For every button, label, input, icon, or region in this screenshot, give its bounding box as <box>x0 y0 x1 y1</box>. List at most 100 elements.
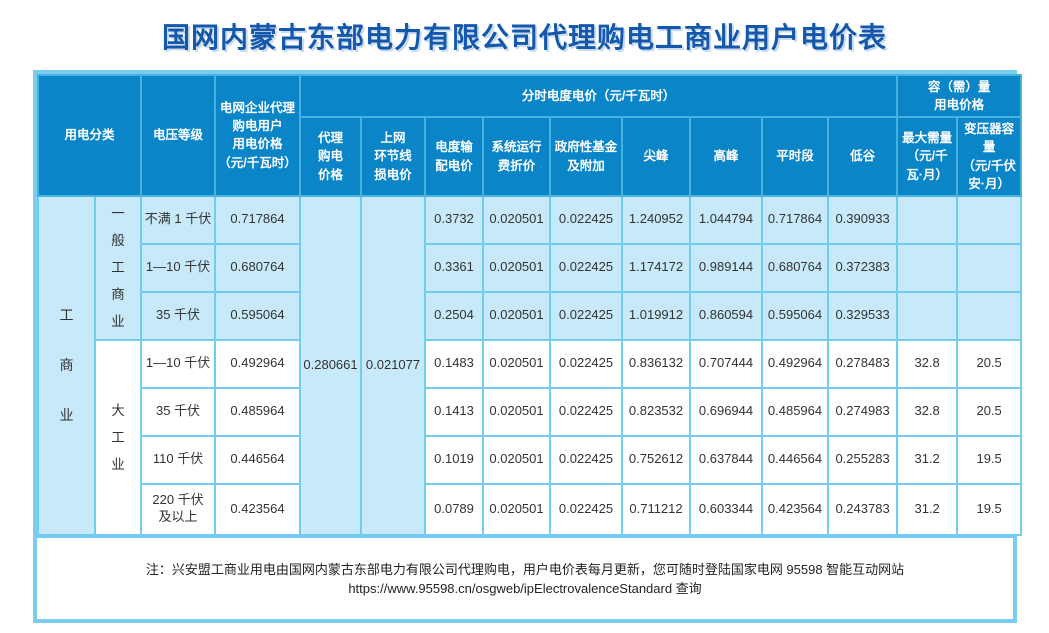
header-flat-period: 平时段 <box>761 116 830 197</box>
header-transformer-capacity: 变压器容量 （元/千伏 安·月） <box>956 116 1023 197</box>
header-row-top: 用电分类 电压等级 电网企业代理 购电用户 用电价格 （元/千瓦时） 分时电度电… <box>36 73 1023 197</box>
page-title: 国网内蒙古东部电力有限公司代理购电工商业用户电价表 <box>161 22 887 53</box>
cell-distribution: 0.3361 <box>424 242 485 293</box>
group-large-industry-cell: 大 工 业 <box>93 338 143 536</box>
cell-transformer: 19.5 <box>956 434 1023 485</box>
cell-sharp: 0.752612 <box>621 434 692 485</box>
cell-max-demand <box>896 242 959 293</box>
cell-system-fee: 0.020501 <box>482 386 552 437</box>
cell-flat: 0.485964 <box>761 386 830 437</box>
cell-sharp: 0.711212 <box>621 482 692 536</box>
cell-voltage: 35 千伏 <box>140 386 217 437</box>
cell-sharp: 0.836132 <box>621 338 692 389</box>
cell-flat: 0.595064 <box>761 290 830 341</box>
cell-distribution: 0.1019 <box>424 434 485 485</box>
cell-flat: 0.717864 <box>761 194 830 245</box>
cell-distribution: 0.3732 <box>424 194 485 245</box>
price-table-wrap: 用电分类 电压等级 电网企业代理 购电用户 用电价格 （元/千瓦时） 分时电度电… <box>33 70 1023 623</box>
cell-voltage: 110 千伏 <box>140 434 217 485</box>
cell-voltage: 不满 1 千伏 <box>140 194 217 245</box>
table-row: 220 千伏 及以上 0.423564 0.0789 0.020501 0.02… <box>38 482 1023 536</box>
header-valley: 低谷 <box>827 116 899 197</box>
cell-high: 0.860594 <box>689 290 764 341</box>
table-row: 110 千伏 0.446564 0.1019 0.020501 0.022425… <box>38 434 1023 485</box>
cell-distribution: 0.1483 <box>424 338 485 389</box>
cell-gov-fund: 0.022425 <box>549 194 624 245</box>
group-general-commercial-cell: 一 般 工 商 业 <box>93 194 143 341</box>
cell-max-demand: 32.8 <box>896 386 959 437</box>
header-voltage-level: 电压等级 <box>140 74 217 197</box>
cell-system-fee: 0.020501 <box>482 434 552 485</box>
cell-system-fee: 0.020501 <box>482 338 552 389</box>
cell-max-demand: 31.2 <box>896 434 959 485</box>
cell-flat: 0.446564 <box>761 434 830 485</box>
footnote: 注：兴安盟工商业用电由国网内蒙古东部电力有限公司代理购电，用户电价表每月更新，您… <box>37 535 1013 619</box>
header-distribution-price: 电度输 配电价 <box>424 116 485 197</box>
cell-gov-fund: 0.022425 <box>549 242 624 293</box>
cell-valley: 0.255283 <box>827 434 899 485</box>
header-grid-line-loss: 上网 环节线 损电价 <box>360 116 427 197</box>
cell-max-demand: 31.2 <box>896 482 959 536</box>
cell-valley: 0.274983 <box>827 386 899 437</box>
cell-voltage: 220 千伏 及以上 <box>140 482 217 536</box>
cell-distribution: 0.1413 <box>424 386 485 437</box>
table-row: 工 商 业 一 般 工 商 业 不满 1 千伏 0.717864 0.28066… <box>37 194 1023 536</box>
cell-user-price: 0.423564 <box>214 482 302 536</box>
cell-voltage: 1—10 千伏 <box>140 338 217 389</box>
table-row: 35 千伏 0.595064 0.2504 0.020501 0.022425 … <box>38 290 1023 341</box>
cell-flat: 0.680764 <box>761 242 830 293</box>
cell-distribution: 0.2504 <box>424 290 485 341</box>
cell-voltage: 35 千伏 <box>140 290 217 341</box>
cell-high: 0.637844 <box>689 434 764 485</box>
cell-gov-fund: 0.022425 <box>549 434 624 485</box>
header-agent-purchase-price: 代理 购电 价格 <box>299 116 363 197</box>
cell-sharp: 1.240952 <box>621 194 692 245</box>
cell-agent-purchase-price: 0.280661 <box>299 194 363 536</box>
cell-transformer: 20.5 <box>956 386 1023 437</box>
header-agent-user-price: 电网企业代理 购电用户 用电价格 （元/千瓦时） <box>214 74 302 197</box>
cell-max-demand <box>896 194 959 245</box>
cell-sharp: 1.174172 <box>621 242 692 293</box>
price-table: 用电分类 电压等级 电网企业代理 购电用户 用电价格 （元/千瓦时） 分时电度电… <box>36 73 1023 536</box>
cell-voltage: 1—10 千伏 <box>140 242 217 293</box>
cell-valley: 0.243783 <box>827 482 899 536</box>
cell-system-fee: 0.020501 <box>482 482 552 536</box>
cell-user-price: 0.446564 <box>214 434 302 485</box>
cell-high: 0.603344 <box>689 482 764 536</box>
cell-system-fee: 0.020501 <box>482 290 552 341</box>
cell-gov-fund: 0.022425 <box>549 290 624 341</box>
cell-transformer <box>956 194 1023 245</box>
cell-max-demand: 32.8 <box>896 338 959 389</box>
header-system-fee: 系统运行 费折价 <box>482 116 552 197</box>
table-row: 1—10 千伏 0.680764 0.3361 0.020501 0.02242… <box>38 242 1023 293</box>
cell-valley: 0.390933 <box>827 194 899 245</box>
cell-flat: 0.492964 <box>761 338 830 389</box>
cell-high: 0.989144 <box>689 242 764 293</box>
cell-gov-fund: 0.022425 <box>549 338 624 389</box>
cell-gov-fund: 0.022425 <box>549 386 624 437</box>
cell-gov-fund: 0.022425 <box>549 482 624 536</box>
cell-sharp: 1.019912 <box>621 290 692 341</box>
table-row: 大 工 业 1—10 千伏 0.492964 0.1483 0.020501 0… <box>38 338 1023 536</box>
header-sharp-peak: 尖峰 <box>621 116 692 197</box>
cell-sharp: 0.823532 <box>621 386 692 437</box>
cell-transformer: 19.5 <box>956 482 1023 536</box>
header-tou-group: 分时电度电价（元/千瓦时） <box>299 73 899 119</box>
cell-high: 1.044794 <box>689 194 764 245</box>
header-gov-fund: 政府性基金 及附加 <box>549 116 624 197</box>
cell-flat: 0.423564 <box>761 482 830 536</box>
cell-system-fee: 0.020501 <box>482 242 552 293</box>
header-use-category: 用电分类 <box>36 74 143 197</box>
cell-user-price: 0.485964 <box>214 386 302 437</box>
cell-user-price: 0.492964 <box>214 338 302 389</box>
cell-valley: 0.372383 <box>827 242 899 293</box>
cell-user-price: 0.717864 <box>214 194 302 245</box>
category-cell: 工 商 业 <box>37 194 96 536</box>
cell-transformer <box>956 242 1023 293</box>
header-row-sub: 代理 购电 价格 上网 环节线 损电价 电度输 配电价 系统运行 费折价 政府性… <box>38 116 1023 197</box>
cell-system-fee: 0.020501 <box>482 194 552 245</box>
cell-distribution: 0.0789 <box>424 482 485 536</box>
cell-high: 0.707444 <box>689 338 764 389</box>
cell-user-price: 0.595064 <box>214 290 302 341</box>
